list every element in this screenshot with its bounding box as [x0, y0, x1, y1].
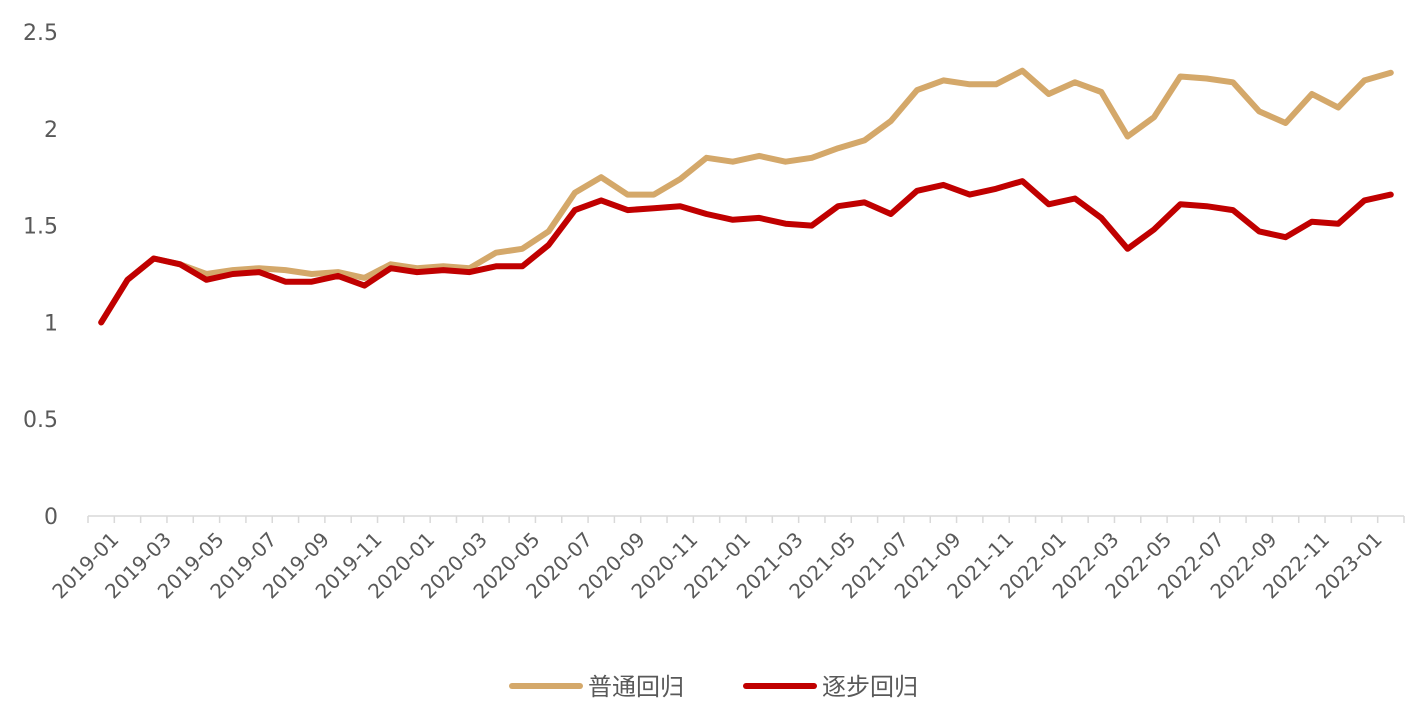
y-tick-label: 2.5 [23, 21, 58, 46]
legend: 普通回归 逐步回归 [509, 673, 918, 701]
y-tick-label: 1 [44, 311, 58, 336]
legend-label-1: 普通回归 [588, 673, 684, 701]
legend-label-2: 逐步回归 [822, 673, 918, 701]
y-tick-label: 1.5 [23, 215, 58, 240]
series-line-1 [98, 67, 1394, 326]
x-axis: 2019-012019-032019-052019-072019-092019-… [47, 515, 1405, 603]
y-axis-labels: 0 0.5 1 1.5 2 2.5 [23, 21, 58, 530]
y-tick-label: 0.5 [23, 408, 58, 433]
y-tick-label: 0 [44, 505, 58, 530]
series-line-2 [98, 178, 1394, 326]
series-lines [98, 67, 1394, 326]
y-tick-label: 2 [44, 118, 58, 143]
